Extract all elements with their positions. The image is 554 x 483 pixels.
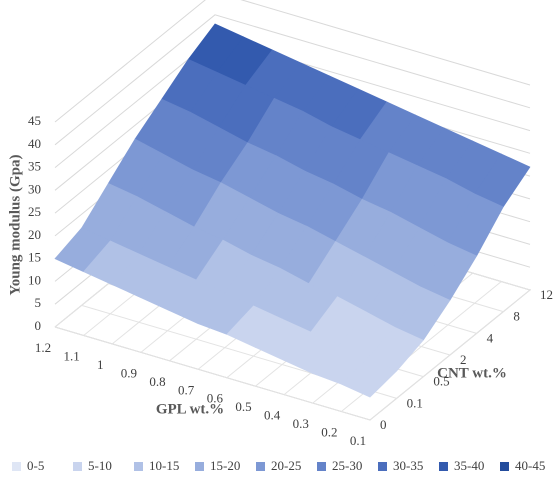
z-tick-label: 25 bbox=[28, 204, 41, 219]
x-tick-label: 0.1 bbox=[350, 433, 366, 448]
legend-swatch bbox=[500, 462, 509, 471]
x-tick-label: 0.4 bbox=[264, 408, 281, 423]
y-tick-label: 8 bbox=[513, 309, 520, 324]
legend-label: 25-30 bbox=[332, 458, 362, 473]
legend-label: 0-5 bbox=[27, 458, 44, 473]
z-tick-label: 20 bbox=[28, 227, 41, 242]
z-tick-label: 15 bbox=[28, 250, 41, 265]
grid-line bbox=[54, 0, 531, 123]
legend-swatch bbox=[256, 462, 265, 471]
legend-label: 10-15 bbox=[149, 458, 179, 473]
x-tick-label: 1 bbox=[97, 357, 104, 372]
z-tick-label: 10 bbox=[28, 272, 41, 287]
legend-label: 35-40 bbox=[454, 458, 484, 473]
z-tick-label: 30 bbox=[28, 181, 41, 196]
y-tick-label: 0 bbox=[380, 417, 387, 432]
z-axis-title: Young modulus (Gpa) bbox=[7, 155, 23, 296]
legend-swatch bbox=[12, 462, 21, 471]
x-tick-label: 0.2 bbox=[321, 425, 337, 440]
legend-label: 15-20 bbox=[210, 458, 240, 473]
x-axis-title: GPL wt.% bbox=[156, 401, 224, 417]
y-tick-label: 2 bbox=[460, 352, 467, 367]
legend-label: 40-45 bbox=[515, 458, 545, 473]
x-tick-label: 0.8 bbox=[149, 374, 165, 389]
x-tick-label: 0.7 bbox=[178, 382, 195, 397]
z-tick-label: 5 bbox=[35, 295, 42, 310]
grid-line bbox=[54, 14, 531, 146]
y-axis-title: CNT wt.% bbox=[437, 365, 507, 381]
x-tick-label: 1.2 bbox=[35, 340, 51, 355]
z-tick-label: 40 bbox=[28, 136, 41, 151]
y-tick-label: 12 bbox=[540, 287, 553, 302]
x-tick-label: 0.6 bbox=[207, 391, 224, 406]
legend-swatch bbox=[73, 462, 82, 471]
z-tick-label: 45 bbox=[28, 113, 41, 128]
legend-swatch bbox=[317, 462, 326, 471]
x-tick-label: 0.9 bbox=[121, 365, 137, 380]
legend-swatch bbox=[195, 462, 204, 471]
x-tick-label: 0.3 bbox=[293, 416, 309, 431]
y-tick-label: 0.5 bbox=[433, 374, 449, 389]
z-tick-label: 35 bbox=[28, 159, 41, 174]
y-tick-label: 0.1 bbox=[407, 395, 423, 410]
legend-swatch bbox=[134, 462, 143, 471]
surface-patch bbox=[340, 357, 398, 398]
legend-label: 20-25 bbox=[271, 458, 301, 473]
x-tick-label: 1.1 bbox=[64, 348, 80, 363]
legend-swatch bbox=[378, 462, 387, 471]
floor-grid-line bbox=[54, 326, 371, 421]
y-tick-label: 4 bbox=[487, 330, 494, 345]
x-tick-label: 0.5 bbox=[235, 399, 251, 414]
legend-label: 5-10 bbox=[88, 458, 112, 473]
z-tick-label: 0 bbox=[35, 318, 42, 333]
legend-swatch bbox=[439, 462, 448, 471]
legend-label: 30-35 bbox=[393, 458, 423, 473]
